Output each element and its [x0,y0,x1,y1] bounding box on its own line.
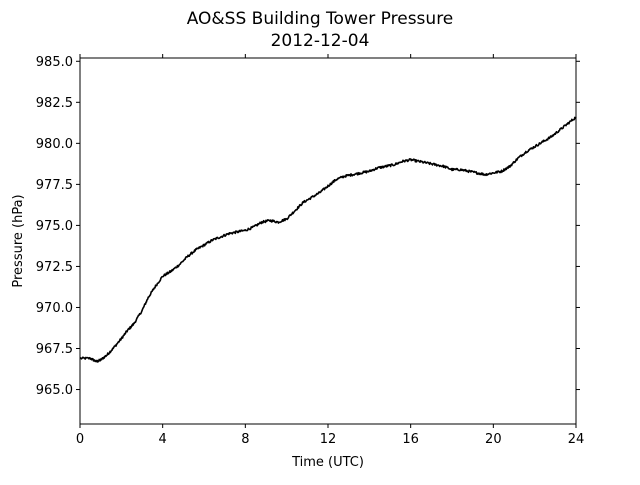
y-tick-label: 970.0 [36,301,73,316]
y-tick-label: 972.5 [36,260,73,275]
y-tick-label: 965.0 [36,383,73,398]
y-tick-label: 967.5 [36,342,73,357]
x-tick-label: 4 [159,432,167,447]
y-axis: 965.0 967.5 970.0 972.5 975.0 977.5 980.0 982.5… [36,55,580,398]
chart-subtitle: 2012-12-04 [271,31,370,51]
x-tick-label: 12 [320,432,337,447]
y-tick-label: 975.0 [36,219,73,234]
x-tick-label: 20 [485,432,502,447]
y-tick-label: 977.5 [36,178,73,193]
x-axis: 0 4 8 12 16 20 24 [76,54,584,447]
plot-frame [79,57,577,425]
x-tick-label: 0 [76,432,84,447]
y-tick-label: 982.5 [36,96,73,111]
x-tick-label: 16 [402,432,419,447]
pressure-series-line [79,116,577,363]
x-tick-label: 8 [241,432,249,447]
x-tick-label: 24 [568,432,585,447]
y-tick-label: 985.0 [36,55,73,70]
chart-title: AO&SS Building Tower Pressure [187,9,454,29]
x-axis-label: Time (UTC) [291,455,364,470]
y-tick-label: 980.0 [36,137,73,152]
y-axis-label: Pressure (hPa) [11,194,26,287]
